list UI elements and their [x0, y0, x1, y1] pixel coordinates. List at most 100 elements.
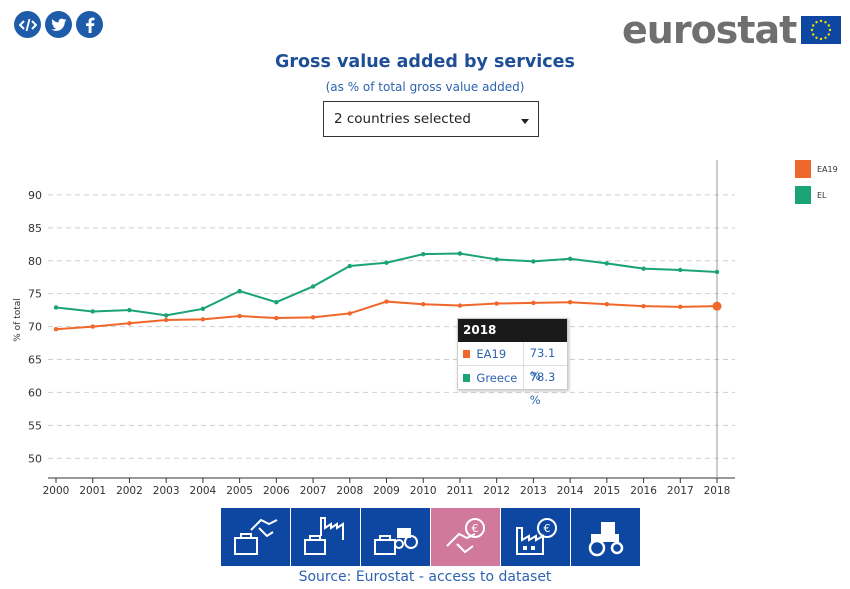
y-tick-label: 75 — [28, 288, 42, 301]
theme-services-euro-button[interactable]: € — [431, 508, 500, 566]
x-tick-label: 2005 — [226, 485, 253, 497]
logo-text: eurostat — [622, 8, 797, 52]
theme-services-button[interactable] — [221, 508, 290, 566]
data-point-EA19 — [274, 315, 279, 321]
tooltip-value: 73.1 % — [522, 342, 567, 383]
x-tick-label: 2018 — [704, 485, 731, 497]
source-text: Source: Eurostat - — [298, 569, 429, 585]
data-point-EL — [604, 261, 610, 266]
source-line: Source: Eurostat - access to dataset — [0, 569, 850, 585]
data-point-EL — [237, 288, 242, 294]
tooltip-row: Greece 78.3 % — [458, 365, 567, 407]
data-point-EA19 — [53, 327, 59, 332]
tooltip-year: 2018 — [458, 319, 567, 342]
theme-buttons: € € — [221, 508, 640, 566]
data-point-EA19 — [641, 303, 646, 309]
y-tick-label: 70 — [28, 321, 42, 334]
data-point-EL — [274, 300, 279, 305]
data-point-EL — [310, 284, 316, 289]
data-point-EL — [714, 269, 720, 275]
twitter-button[interactable] — [45, 11, 72, 38]
y-tick-label: 85 — [28, 222, 42, 235]
chevron-down-icon — [521, 119, 529, 124]
data-point-EA19 — [712, 301, 722, 311]
x-tick-label: 2002 — [116, 485, 143, 497]
theme-industry-euro-button[interactable]: € — [501, 508, 570, 566]
eurostat-logo: eurostat — [622, 8, 842, 52]
data-point-EA19 — [127, 321, 132, 326]
tractor-euro-icon — [588, 522, 623, 557]
x-tick-label: 2013 — [520, 485, 547, 497]
chart-title: Gross value added by services — [275, 52, 575, 72]
facebook-icon — [85, 17, 94, 33]
theme-agriculture-euro-button[interactable] — [571, 508, 640, 566]
data-point-EA19 — [604, 302, 610, 307]
dataset-link[interactable]: access to dataset — [428, 569, 552, 585]
data-point-EA19 — [457, 303, 463, 308]
tooltip-swatch — [463, 373, 471, 382]
data-point-EL — [641, 266, 646, 271]
y-tick-label: 65 — [28, 354, 42, 367]
data-point-EL — [347, 263, 352, 269]
data-point-EA19 — [347, 311, 352, 316]
series-line-EA19 — [55, 300, 718, 331]
facebook-button[interactable] — [76, 11, 103, 38]
theme-agriculture-button[interactable] — [361, 508, 430, 566]
chart-subtitle: (as % of total gross value added) — [325, 80, 525, 94]
data-point-EL — [567, 256, 573, 261]
data-point-EA19 — [567, 300, 573, 305]
y-tick-label: 80 — [28, 255, 42, 268]
theme-industry-button[interactable] — [291, 508, 360, 566]
embed-button[interactable] — [14, 11, 41, 38]
factory-briefcase-icon — [303, 517, 344, 555]
eu-flag-icon — [801, 16, 842, 44]
share-bar — [14, 11, 103, 38]
x-tick-label: 2015 — [593, 485, 620, 497]
y-tick-label: 60 — [28, 386, 42, 399]
handshake-euro-icon: € — [445, 518, 485, 554]
x-tick-label: 2001 — [79, 485, 106, 497]
data-point-EA19 — [90, 324, 95, 329]
data-point-EL — [90, 309, 95, 314]
legend-label: EL — [817, 190, 827, 200]
data-point-EL — [384, 260, 389, 265]
svg-text:€: € — [471, 522, 478, 535]
data-point-EA19 — [384, 299, 389, 304]
x-tick-label: 2016 — [630, 485, 657, 497]
country-selector[interactable]: 2 countries selected — [323, 101, 539, 137]
tooltip-value: 78.3 % — [522, 366, 567, 407]
x-tick-label: 2003 — [153, 485, 180, 497]
data-point-EL — [163, 313, 169, 318]
tooltip-row: EA19 73.1 % — [458, 342, 567, 383]
data-point-EL — [53, 305, 59, 310]
data-point-EL — [494, 257, 499, 262]
data-point-EA19 — [531, 300, 536, 306]
x-tick-label: 2000 — [43, 485, 70, 497]
x-tick-label: 2007 — [300, 485, 327, 497]
y-axis-label: % of total — [13, 298, 23, 342]
legend-label: EA19 — [817, 164, 838, 174]
data-point-EA19 — [310, 315, 316, 320]
x-tick-label: 2017 — [667, 485, 694, 497]
tooltip: 2018 EA19 73.1 % Greece 78.3 % — [457, 318, 568, 407]
legend-item-EA19[interactable]: EA19 — [795, 160, 838, 178]
x-tick-label: 2004 — [190, 485, 217, 497]
y-tick-label: 55 — [28, 419, 42, 432]
tractor-briefcase-icon — [373, 528, 418, 555]
factory-euro-icon: € — [515, 518, 557, 555]
x-tick-label: 2009 — [373, 485, 400, 497]
x-tick-label: 2006 — [263, 485, 290, 497]
country-selector-value: 2 countries selected — [334, 111, 471, 127]
legend-item-EL[interactable]: EL — [795, 186, 838, 204]
data-point-EL — [421, 251, 426, 257]
y-tick-label: 90 — [28, 189, 42, 202]
embed-icon — [18, 18, 37, 31]
x-tick-label: 2011 — [447, 485, 474, 497]
twitter-icon — [50, 18, 66, 31]
legend: EA19 EL — [795, 160, 838, 212]
data-point-EA19 — [237, 313, 242, 319]
tooltip-label: Greece — [476, 370, 518, 385]
legend-swatch — [795, 186, 811, 204]
data-point-EA19 — [421, 302, 426, 307]
data-point-EL — [200, 306, 206, 312]
